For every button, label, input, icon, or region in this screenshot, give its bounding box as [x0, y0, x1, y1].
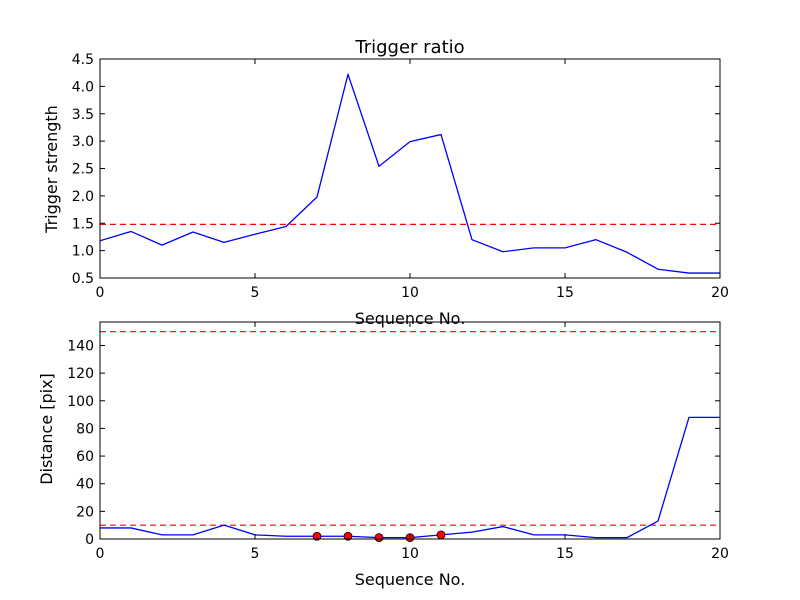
top-xtick-label-1: 5	[251, 285, 260, 301]
top-ytick-label-3: 2.0	[72, 189, 94, 205]
top-ylabel: Trigger strength	[42, 105, 61, 234]
bottom-xtick-label-1: 5	[251, 546, 260, 562]
top-xtick-label-2: 10	[401, 285, 419, 301]
bottom-ytick-label-6: 120	[67, 366, 94, 382]
bottom-ytick-label-0: 0	[85, 532, 94, 548]
bottom-ytick-label-5: 100	[67, 394, 94, 410]
bottom-xtick-label-2: 10	[401, 546, 419, 562]
bottom-marker-0-4	[436, 530, 446, 540]
top-data-layer	[100, 73, 720, 274]
bottom-ylabel: Distance [pix]	[37, 373, 56, 485]
bottom-xtick-label-3: 15	[556, 546, 574, 562]
bottom-ytick-label-1: 20	[76, 504, 94, 520]
top-series-line-0	[100, 73, 720, 274]
bottom-marker-0-2	[374, 533, 384, 543]
top-xtick-label-4: 20	[711, 285, 729, 301]
top-xtick-label-3: 15	[556, 285, 574, 301]
top-panel: Trigger ratio 0 5 10 15 20 0.5 1.0 1.5 2.0 2.5 3.0…	[42, 37, 729, 328]
bottom-ytick-label-2: 40	[76, 477, 94, 493]
top-ytick-label-1: 1.0	[72, 244, 94, 260]
top-ytick-label-6: 3.5	[72, 107, 94, 123]
top-ytick-label-0: 0.5	[72, 271, 94, 287]
bottom-ytick-label-4: 80	[76, 421, 94, 437]
bottom-xlabel: Sequence No.	[355, 570, 466, 589]
top-ytick-label-8: 4.5	[72, 52, 94, 68]
top-ytick-label-2: 1.5	[72, 216, 94, 232]
bottom-xtick-label-4: 20	[711, 546, 729, 562]
bottom-marker-0-1	[343, 531, 353, 541]
top-title: Trigger ratio	[354, 37, 464, 58]
top-plot-area: 0 5 10 15 20 0.5 1.0 1.5 2.0 2.5 3.0 3.5 4.0 4.5	[72, 52, 729, 301]
bottom-plot-area: 0 5 10 15 20 0 20 40 60 80 100 120 140	[67, 321, 729, 562]
top-ytick-label-4: 2.5	[72, 162, 94, 178]
top-xtick-label-0: 0	[96, 285, 105, 301]
bottom-ytick-label-3: 60	[76, 449, 94, 465]
top-xlabel: Sequence No.	[355, 309, 466, 328]
bottom-ytick-label-7: 140	[67, 338, 94, 354]
bottom-xtick-label-0: 0	[96, 546, 105, 562]
bottom-marker-0-0	[312, 531, 322, 541]
top-ytick-label-7: 4.0	[72, 79, 94, 95]
top-ytick-label-5: 3.0	[72, 134, 94, 150]
